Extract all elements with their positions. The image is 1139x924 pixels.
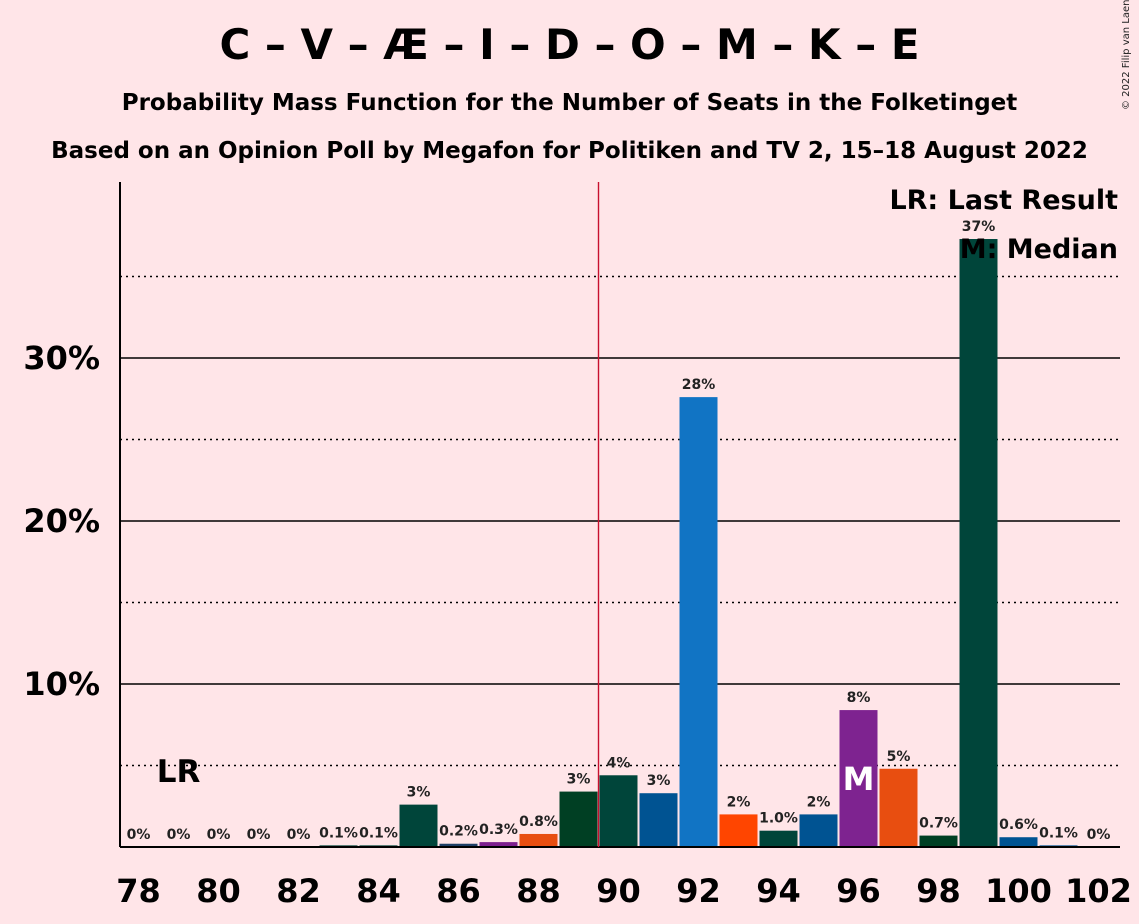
- bars: [319, 239, 1078, 847]
- data-label: 0.2%: [439, 824, 478, 840]
- legend-median: M: Median: [960, 234, 1118, 265]
- x-tick-label: 78: [116, 872, 161, 910]
- x-tick-label: 86: [436, 872, 481, 910]
- bar-seat-96: [839, 710, 878, 847]
- data-label: 0.3%: [479, 822, 518, 838]
- chart-subtitle-source: Based on an Opinion Poll by Megafon for …: [51, 138, 1088, 164]
- x-tick-label: 102: [1065, 872, 1132, 910]
- data-label: 3%: [567, 772, 591, 788]
- data-label: 0%: [127, 827, 151, 843]
- bar-seat-95: [799, 814, 838, 847]
- bar-seat-99: [959, 239, 998, 847]
- x-tick-label: 80: [196, 872, 241, 910]
- data-label: 3%: [647, 773, 671, 789]
- x-tick-label: 82: [276, 872, 321, 910]
- data-label: 0.1%: [359, 825, 398, 841]
- bar-seat-86: [439, 843, 478, 847]
- bar-seat-90: [599, 775, 638, 847]
- markers: LR M: [157, 182, 875, 847]
- data-label: 0.1%: [319, 825, 358, 841]
- data-label: 0%: [247, 827, 271, 843]
- data-label: 2%: [727, 794, 751, 810]
- data-label: 2%: [807, 794, 831, 810]
- x-tick-label: 88: [516, 872, 561, 910]
- data-label: 37%: [962, 219, 996, 235]
- y-tick-label: 20%: [23, 502, 100, 540]
- data-label: 0.6%: [999, 817, 1038, 833]
- x-tick-label: 100: [985, 872, 1052, 910]
- x-tick-label: 90: [596, 872, 641, 910]
- x-tick-label: 98: [916, 872, 961, 910]
- data-label: 28%: [682, 377, 716, 393]
- y-tick-label: 30%: [23, 339, 100, 377]
- grid-lines: [120, 275, 1120, 767]
- axes: 10% 20% 30% 78 80 82 84 86 88 90 92 94 96 98 100 102: [23, 182, 1132, 910]
- bar-seat-89: [559, 791, 598, 847]
- data-label: 3%: [407, 785, 431, 801]
- data-label: 0%: [207, 827, 231, 843]
- y-tick-label: 10%: [23, 665, 100, 703]
- data-label: 8%: [847, 690, 871, 706]
- chart-subtitle: Probability Mass Function for the Number…: [121, 90, 1018, 116]
- legend-last-result: LR: Last Result: [889, 185, 1118, 216]
- x-tick-label: 92: [676, 872, 721, 910]
- data-label: 5%: [887, 749, 911, 765]
- bar-seat-87: [479, 842, 518, 847]
- x-tick-label: 84: [356, 872, 401, 910]
- x-tick-label: 94: [756, 872, 801, 910]
- bar-seat-97: [879, 768, 918, 847]
- data-label: 1.0%: [759, 811, 798, 827]
- bar-seat-85: [399, 804, 438, 847]
- bar-seat-92: [679, 397, 718, 847]
- data-label: 0.1%: [1039, 825, 1078, 841]
- data-label: 0.8%: [519, 814, 558, 830]
- data-label: 0%: [287, 827, 311, 843]
- bar-seat-100: [999, 837, 1038, 847]
- bar-seat-94: [759, 830, 798, 847]
- bar-seat-93: [719, 814, 758, 847]
- median-marker: M: [843, 760, 875, 798]
- x-tick-label: 96: [836, 872, 881, 910]
- last-result-marker: LR: [157, 754, 201, 790]
- data-label: 0%: [1087, 827, 1111, 843]
- data-label: 0%: [167, 827, 191, 843]
- bar-seat-88: [519, 833, 558, 847]
- data-label: 4%: [607, 755, 631, 771]
- data-label: 0.7%: [919, 816, 958, 832]
- bar-seat-91: [639, 793, 678, 847]
- chart-title: C – V – Æ – I – D – O – M – K – E: [219, 20, 920, 69]
- bar-seat-98: [919, 835, 958, 847]
- data-labels: 0% 0% 0% 0% 0% 0.1% 0.1%3%0.2% 0.3%0.8%3%4%3%28…: [127, 219, 1111, 843]
